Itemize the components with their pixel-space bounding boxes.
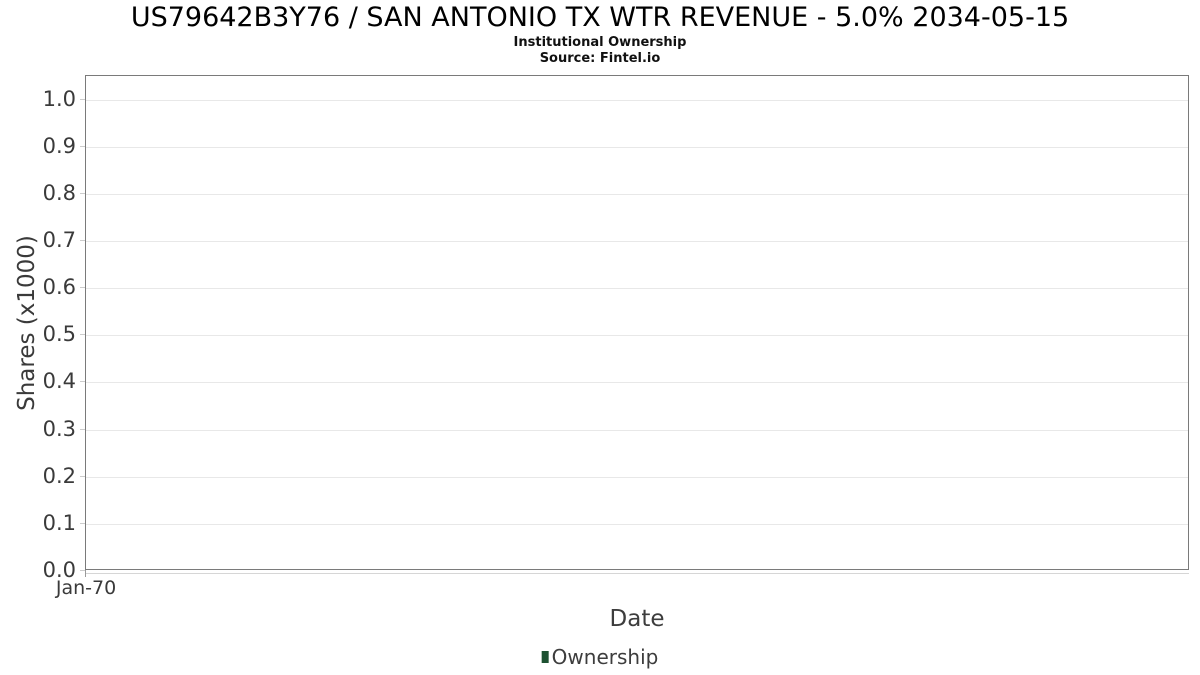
y-tick-label: 0.2 xyxy=(42,463,76,488)
chart-source: Source: Fintel.io xyxy=(539,51,661,66)
gridline-0.3 xyxy=(86,429,1188,431)
gridline-0.2 xyxy=(86,476,1188,478)
gridline-0.1 xyxy=(86,523,1188,525)
y-tick-label: 0.1 xyxy=(42,510,76,535)
plot-area xyxy=(85,75,1189,570)
x-axis-line xyxy=(85,573,1189,574)
gridline-0.7 xyxy=(86,241,1188,242)
gridline-0.8 xyxy=(86,193,1188,195)
y-tick-label: 0.5 xyxy=(42,322,76,347)
y-tick-label: 0.7 xyxy=(42,228,76,252)
x-tick-mark xyxy=(85,570,86,577)
y-tick-label: 1.0 xyxy=(42,86,76,111)
chart-subtitle: Institutional Ownership xyxy=(513,35,687,50)
gridline-0.6 xyxy=(86,288,1188,290)
x-axis-title: Date xyxy=(609,606,665,632)
gridline-0.4 xyxy=(86,382,1188,384)
y-axis-title: Shares (x1000) xyxy=(14,235,40,411)
y-tick-label: 0.3 xyxy=(42,416,76,441)
y-tick-label: 0.4 xyxy=(42,369,76,394)
gridline-0.9 xyxy=(86,146,1188,148)
legend-item-ownership[interactable]: Ownership xyxy=(541,645,659,669)
gridline-0.5 xyxy=(86,335,1188,337)
chart-title: US79642B3Y76 / SAN ANTONIO TX WTR REVENU… xyxy=(130,2,1070,33)
legend-label: Ownership xyxy=(551,645,659,669)
y-tick-label: 0.6 xyxy=(42,275,76,300)
gridline-1.0 xyxy=(86,99,1188,101)
y-tick-label: 0.8 xyxy=(42,180,76,205)
legend-marker-icon xyxy=(541,651,549,663)
y-tick-label: 0.9 xyxy=(42,133,76,158)
x-tick-label: Jan-70 xyxy=(55,577,117,599)
